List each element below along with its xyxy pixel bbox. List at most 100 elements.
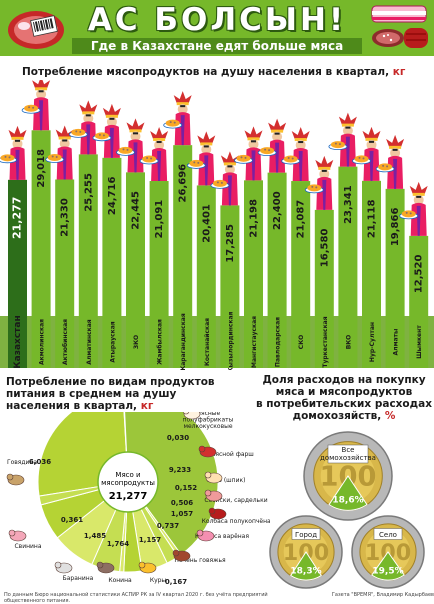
- bar-10: [244, 180, 263, 368]
- coin-name-label: Все домохозяйства: [320, 446, 376, 462]
- bar-category-label: Карагандинская: [180, 313, 187, 370]
- spending-chart-unit: %: [384, 410, 396, 422]
- pie-name-label: Колбаса варёная: [195, 533, 249, 540]
- plov-figure-icon: [210, 151, 239, 206]
- bar-category-label: Павлодарская: [275, 317, 282, 367]
- bar-value-label: 23,341: [343, 185, 354, 224]
- pie-name-label: Мясной фарш: [210, 451, 254, 458]
- bar-value-label: 21,118: [367, 200, 378, 239]
- header-banner: АС БОЛСЫН! Где в Казахстане едят больше …: [0, 0, 434, 56]
- bar-value-label: 22,400: [272, 191, 283, 230]
- pie-name-label: Колбаса полукопчёная: [202, 518, 270, 525]
- product-pie-chart: Мясо и мясопродукты 21,277 6,036Говядина…: [6, 412, 270, 586]
- bar-8: [196, 185, 216, 368]
- cow-icon: [6, 473, 25, 486]
- liver-icon: [172, 549, 191, 562]
- bar-7: [173, 145, 193, 368]
- bar-0: [8, 179, 27, 368]
- plov-figure-icon: [21, 80, 51, 131]
- product-chart-title: Потребление по видам продуктов питания в…: [6, 376, 226, 412]
- spending-chart-title-line-4: домохозяйств,: [292, 410, 382, 422]
- lard-icon: [204, 471, 223, 484]
- pie-name-label: Баранина: [63, 575, 94, 582]
- bar-category-label: СКО: [298, 335, 305, 349]
- source-note: По данным Бюро национальной статистики А…: [4, 592, 268, 604]
- plov-figure-icon: [281, 127, 310, 182]
- bar-category-label: Казахстан: [13, 315, 23, 368]
- spending-chart-title-line-1: Доля расходов на покупку: [262, 374, 426, 386]
- pie-center-label-1: Мясо и: [115, 471, 140, 479]
- bar-value-label: 17,285: [225, 224, 236, 263]
- coin-value-label: 18,6%: [332, 495, 363, 505]
- sausage-icon: [371, 5, 428, 48]
- pie-center-value: 21,277: [109, 491, 148, 502]
- plov-figure-icon: [139, 127, 169, 182]
- plov-figure-icon: [399, 181, 428, 236]
- coin-share-wedge: [290, 551, 322, 581]
- bar-value-label: 21,091: [154, 200, 165, 239]
- bar-12: [291, 181, 311, 368]
- pie-value-label: 1,764: [107, 540, 129, 548]
- bar-category-label: Акмолинская: [39, 319, 46, 365]
- spending-chart-title: Доля расходов на покупку мяса и мясопрод…: [254, 374, 434, 422]
- plov-figure-icon: [0, 125, 27, 180]
- plov-figure-icon: [186, 131, 216, 186]
- plov-figure-icon: [68, 100, 98, 155]
- plov-figure-icon: [375, 134, 405, 189]
- pie-value-label: 1,485: [84, 532, 106, 540]
- pie-center-label-2: мясопродукты: [101, 479, 155, 487]
- spending-coins-chart: 10018,6%Вседомохозяйства10018,3%Город100…: [269, 431, 425, 589]
- coin-2: 10019,5%Село: [351, 515, 425, 589]
- pie-value-label: 9,233: [169, 466, 191, 474]
- plov-figure-icon: [163, 91, 192, 146]
- dumpling-icon: [182, 412, 201, 420]
- bar-11: [267, 172, 287, 368]
- pie-name-label: Свинина: [14, 543, 41, 550]
- bar-6: [149, 181, 169, 368]
- regional-chart-title-text: Потребление мясопродуктов на душу населе…: [22, 66, 390, 78]
- pie-name-label: Печень говяжья: [174, 557, 226, 564]
- pie-value-label: 0,030: [167, 434, 189, 442]
- bar-value-label: 21,087: [296, 200, 307, 239]
- pie-value-label: 1,057: [171, 510, 193, 518]
- pie-value-label: 0,737: [157, 522, 179, 530]
- bar-13: [314, 209, 334, 368]
- bar-category-label: Туркестанская: [322, 316, 329, 367]
- coin-share-wedge: [328, 475, 368, 511]
- bar-value-label: 26,696: [178, 164, 189, 203]
- bar-value-label: 20,401: [201, 204, 212, 243]
- plov-figure-icon: [328, 112, 357, 167]
- chicken-icon: [138, 561, 157, 574]
- bar-category-label: Жамбылская: [157, 319, 164, 365]
- pie-value-label: 0,152: [175, 484, 197, 492]
- bar-value-label: 21,198: [249, 199, 260, 238]
- bar-category-label: Кызылординская: [227, 311, 234, 370]
- bar-category-label: Шымкент: [416, 325, 423, 359]
- credit-note: Газета "ВРЕМЯ", Владимир Кадырбаев: [331, 592, 434, 598]
- bar-3: [78, 154, 98, 368]
- boiled-sausage-icon: [196, 529, 215, 542]
- pie-name-label: Сосиски, сардельки: [204, 497, 267, 504]
- bar-category-label: Мангистауская: [251, 316, 258, 368]
- coin-name-label: Город: [295, 531, 317, 539]
- product-chart-title-line-3: населения в квартал,: [6, 400, 138, 412]
- bar-2: [55, 179, 75, 368]
- frankfurter-icon: [204, 489, 223, 502]
- pie-value-label: 0,167: [165, 578, 187, 586]
- bar-value-label: 22,445: [131, 191, 142, 230]
- bar-1: [31, 130, 51, 368]
- plov-figure-icon: [45, 125, 74, 180]
- page-title: АС БОЛСЫН!: [87, 2, 347, 38]
- meat-icon: [8, 11, 64, 49]
- regional-chart-title: Потребление мясопродуктов на душу населе…: [22, 66, 432, 78]
- horse-icon: [96, 561, 115, 574]
- product-chart-unit: кг: [140, 400, 154, 412]
- plov-figure-icon: [92, 103, 121, 158]
- sheep-icon: [54, 561, 73, 574]
- product-chart-title-line-1: Потребление по видам продуктов: [6, 376, 215, 388]
- smoked-sausage-icon: [208, 507, 227, 520]
- coin-name-label: Село: [379, 531, 397, 539]
- bar-category-label: Нур-Султан: [369, 322, 376, 362]
- pie-name-label: Говядина: [7, 459, 37, 466]
